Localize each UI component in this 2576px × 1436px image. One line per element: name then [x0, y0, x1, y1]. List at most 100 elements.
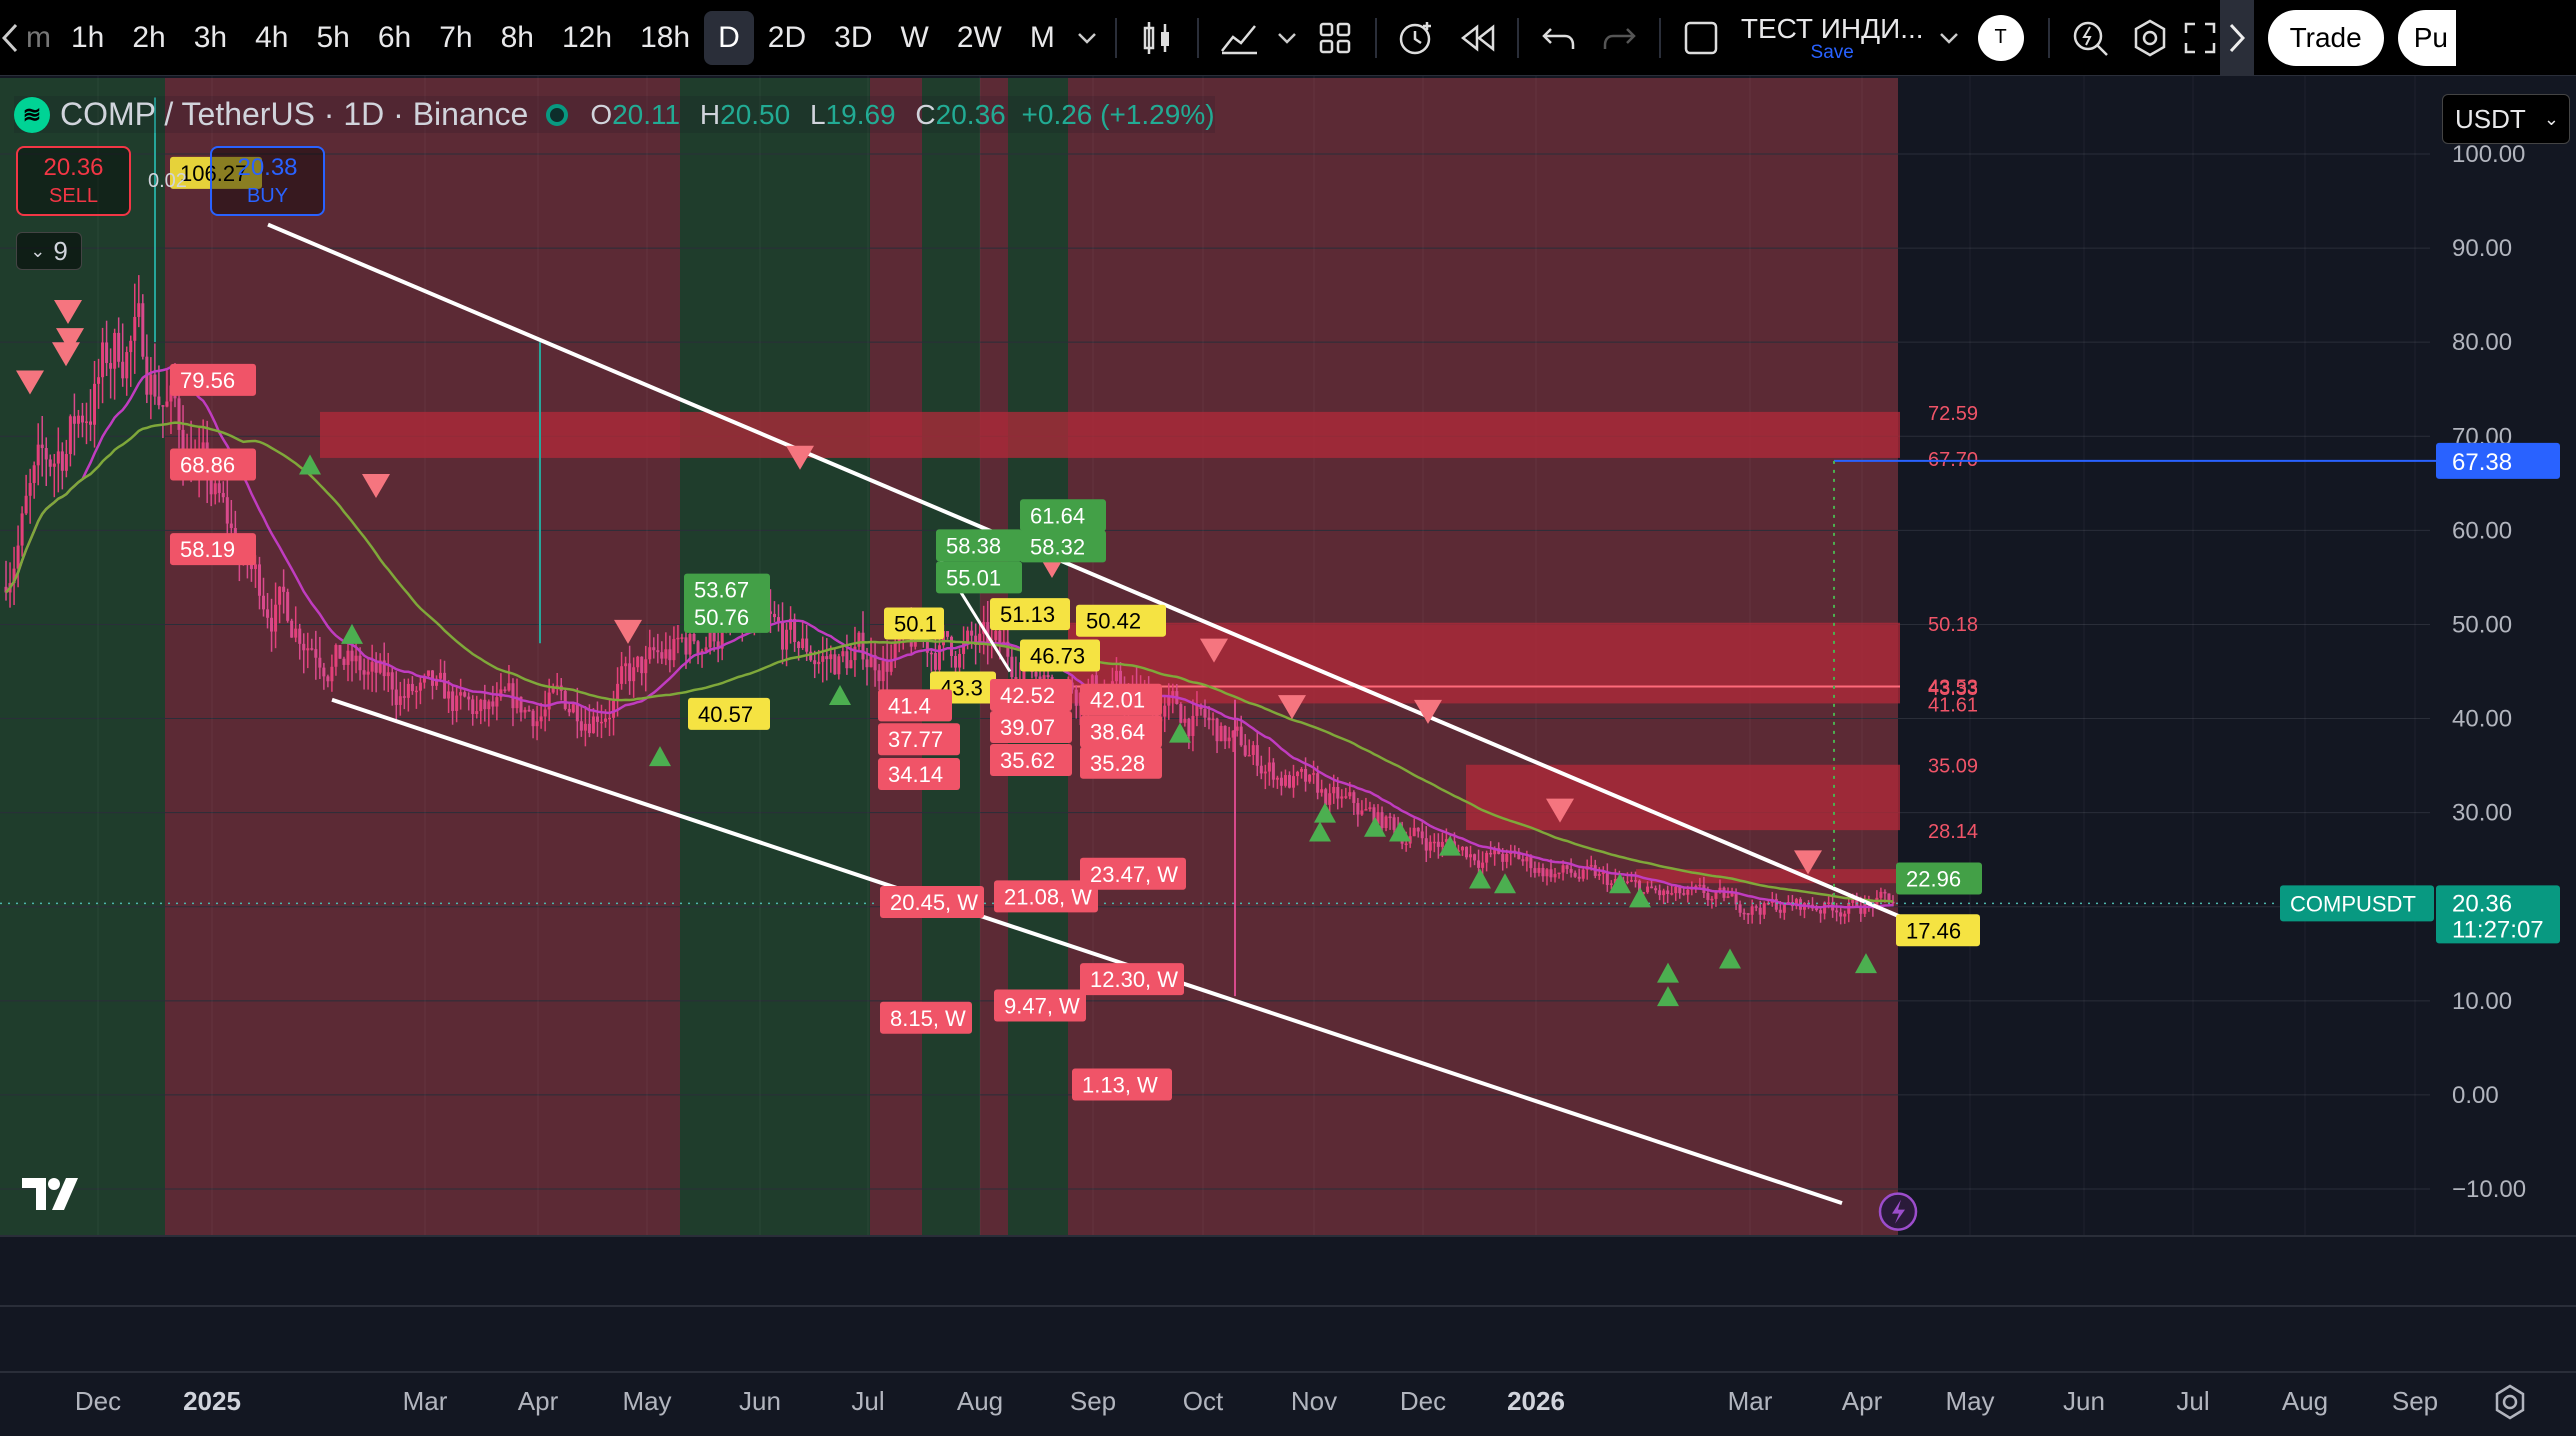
chevron-down-icon[interactable] [1269, 11, 1305, 65]
candle-body [1243, 745, 1247, 756]
candle-body [1340, 796, 1344, 799]
scroll-right-icon[interactable] [2219, 0, 2254, 76]
trade-button[interactable]: Trade [2267, 9, 2384, 66]
interval-6h[interactable]: 6h [377, 20, 412, 54]
time-axis[interactable]: Dec 2025 Mar Apr May Jun Jul Aug Sep Oct Nov Dec 202… [0, 1374, 2576, 1436]
interval-3h[interactable]: 3h [193, 20, 228, 54]
weekly-tag: 9.47, W [1004, 994, 1080, 1019]
candle-body [443, 672, 447, 699]
chevron-down-icon[interactable] [1069, 11, 1105, 65]
avatar[interactable]: T [1977, 14, 2024, 61]
save-label[interactable]: Save [1810, 41, 1854, 63]
candle-body [813, 660, 817, 665]
candle-body [426, 670, 430, 676]
candle-body [1304, 768, 1308, 782]
candle-body [1565, 865, 1569, 869]
candle-body [455, 695, 459, 711]
candle-body [1750, 906, 1754, 915]
candle-body [1259, 765, 1263, 774]
interval-2w[interactable]: 2W [956, 20, 1002, 54]
candle-body [1010, 656, 1014, 678]
candle-body [88, 421, 93, 425]
fullscreen-box-icon[interactable] [1671, 11, 1731, 65]
interval-1h[interactable]: 1h [71, 20, 105, 54]
indicators-icon[interactable] [1209, 11, 1269, 65]
candle-body [165, 401, 169, 407]
indicators-toggle[interactable]: ⌄ 9 [16, 232, 82, 270]
candle-body [684, 637, 688, 655]
signal-down-triangle [16, 370, 44, 395]
interval-12h[interactable]: 12h [562, 20, 613, 54]
candle-body [781, 621, 785, 650]
redo-icon[interactable] [1589, 11, 1649, 65]
price-tag: 106.27 [180, 161, 247, 186]
resistance-zone [1466, 764, 1900, 831]
trendline-lower [331, 697, 1843, 1206]
interval-d[interactable]: D [704, 10, 754, 65]
scroll-left-icon[interactable] [0, 11, 20, 65]
interval-8h[interactable]: 8h [500, 20, 534, 54]
interval-18h[interactable]: 18h [640, 20, 691, 54]
interval-4h[interactable]: 4h [255, 20, 289, 54]
candle-body [314, 649, 318, 658]
publish-button[interactable]: Pu [2397, 9, 2456, 66]
candle-body [945, 631, 949, 637]
symbol-title[interactable]: COMP / TetherUS · 1D · Binance [60, 96, 529, 132]
undo-icon[interactable] [1529, 11, 1589, 65]
candle-body [4, 586, 8, 593]
fullscreen-icon[interactable] [2180, 11, 2220, 65]
currency-select[interactable]: USDT ⌄ [2442, 94, 2570, 144]
month-label: 2025 [183, 1386, 241, 1416]
replay-icon[interactable] [1447, 11, 1507, 65]
buy-button[interactable]: 20.38 BUY [210, 146, 325, 216]
candle-body [36, 444, 40, 466]
interval-5h[interactable]: 5h [316, 20, 350, 54]
candles-icon[interactable] [1127, 11, 1187, 65]
candle-body [1163, 705, 1167, 717]
candle-body [261, 595, 266, 610]
candle-body [479, 699, 483, 712]
candle-body [1589, 865, 1593, 867]
weekly-tag-box [994, 989, 1086, 1022]
candle-body [1851, 896, 1855, 903]
settings-icon[interactable] [2120, 11, 2180, 65]
interval-w[interactable]: W [900, 20, 929, 54]
candle-body [137, 303, 141, 317]
chevron-down-icon[interactable] [1934, 11, 1964, 65]
toolbar-divider [1516, 17, 1519, 58]
interval-7h[interactable]: 7h [439, 20, 473, 54]
interval-m[interactable]: M [1029, 20, 1055, 54]
alert-clock-icon[interactable] [1387, 11, 1447, 65]
candle-body [801, 638, 805, 649]
sell-button[interactable]: 20.36 SELL [16, 146, 131, 216]
candle-body [278, 586, 282, 605]
candle-body [579, 721, 583, 731]
interval-2d[interactable]: 2D [767, 20, 807, 54]
interval-m[interactable]: m [26, 20, 51, 54]
candle-body [543, 709, 547, 717]
price-tick-label: 80.00 [2452, 329, 2512, 356]
candle-body [1223, 725, 1227, 742]
candle-body [495, 697, 499, 707]
layout-grid-icon[interactable] [1305, 11, 1365, 65]
candle-body [1489, 852, 1493, 855]
quick-search-icon[interactable] [2060, 11, 2120, 65]
candle-body [253, 564, 257, 569]
price-tag-box [1020, 530, 1106, 563]
zone-label: 41.61 [1928, 694, 1978, 716]
month-label: Aug [2281, 1386, 2329, 1416]
gear-icon[interactable] [2490, 1382, 2530, 1422]
candle-body [1525, 856, 1529, 862]
signal-down-triangle [54, 299, 82, 324]
candle-body [221, 492, 225, 498]
candle-body [535, 721, 539, 727]
candle-body [994, 630, 998, 641]
layout-name[interactable]: ТЕСТ ИНДИ... Save [1731, 13, 1934, 63]
candle-body [937, 645, 941, 670]
candle-body [599, 721, 603, 724]
interval-2h[interactable]: 2h [132, 20, 166, 54]
candle-body [161, 405, 165, 407]
interval-3d[interactable]: 3D [834, 20, 873, 54]
candle-body [274, 604, 278, 632]
